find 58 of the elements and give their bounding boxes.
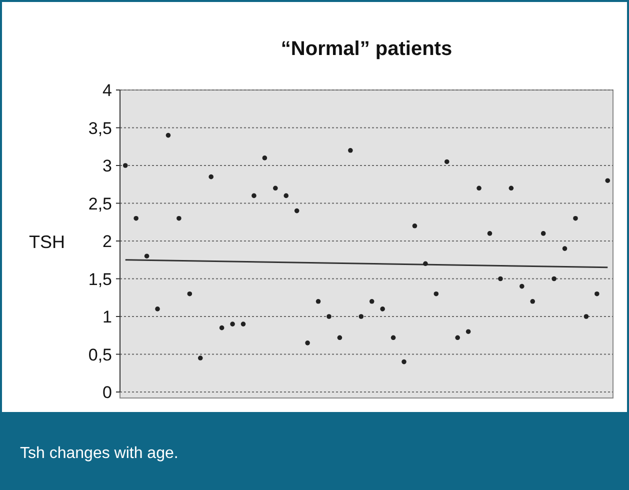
y-tick-label: 3,5 (88, 118, 112, 138)
point (412, 224, 418, 228)
point (348, 148, 353, 153)
point (358, 314, 364, 319)
text: Tsh changes with age. (20, 445, 178, 462)
point (230, 322, 235, 326)
point (455, 335, 460, 340)
y-tick-label: 4 (102, 81, 112, 100)
point (252, 193, 256, 198)
point (476, 186, 482, 191)
point (520, 284, 524, 289)
y-tick-label: 1 (102, 308, 112, 326)
point (166, 132, 171, 138)
y-axis-title: TSH (29, 232, 65, 252)
y-tick-label: 3 (102, 156, 112, 176)
y-tick-label: 2 (102, 232, 112, 251)
point (540, 231, 546, 236)
point (562, 246, 568, 251)
point (369, 299, 374, 304)
point (144, 254, 150, 258)
point (219, 325, 224, 330)
point (134, 216, 138, 221)
point (573, 216, 578, 221)
point (326, 314, 332, 319)
point (487, 231, 492, 236)
point (605, 178, 610, 183)
point (273, 186, 278, 191)
point (498, 276, 503, 282)
point (380, 306, 385, 312)
point (316, 299, 321, 304)
y-tick-label: 2,5 (88, 194, 112, 214)
point (552, 276, 556, 282)
point (434, 291, 439, 296)
point (284, 193, 289, 198)
point (423, 261, 428, 266)
point (187, 291, 192, 296)
chart-title: “Normal” patients (280, 38, 452, 60)
point (508, 186, 514, 191)
point (294, 208, 300, 214)
point (337, 335, 342, 340)
y-tick-label: 0 (102, 383, 112, 402)
point (176, 216, 182, 221)
point (262, 156, 268, 160)
point (530, 299, 536, 304)
point (594, 291, 600, 296)
point (122, 163, 128, 168)
point (444, 159, 450, 164)
point (208, 174, 214, 180)
y-tick-label: 0,5 (88, 345, 112, 364)
point (402, 359, 406, 364)
point (466, 329, 471, 334)
point (584, 314, 589, 319)
y-tick-label: 1,5 (88, 270, 112, 289)
point (390, 335, 396, 340)
point (155, 306, 160, 312)
point (198, 356, 203, 360)
point (240, 322, 246, 326)
point (305, 340, 310, 346)
